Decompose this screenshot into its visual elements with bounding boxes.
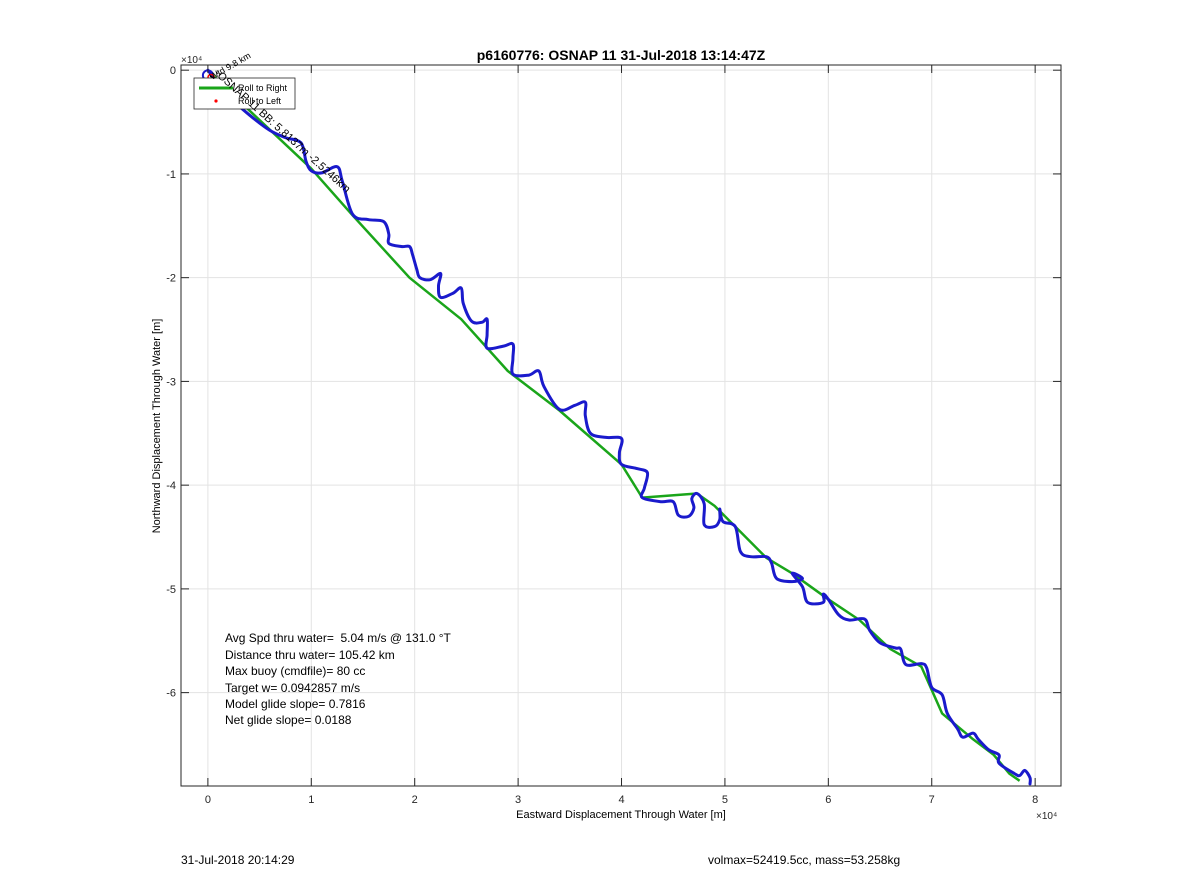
x-tick-label: 8	[1032, 794, 1038, 806]
legend-label-roll-left: Roll to Left	[238, 96, 282, 106]
y-tick-label: -6	[166, 688, 176, 700]
x-tick-label: 6	[825, 794, 831, 806]
x-exponent-label: ×10⁴	[1036, 811, 1057, 822]
stat-distance: Distance thru water= 105.42 km	[225, 648, 395, 662]
y-axis-label: Northward Displacement Through Water [m]	[151, 319, 163, 534]
legend-label-roll-right: Roll to Right	[238, 83, 288, 93]
x-tick-label: 7	[929, 794, 935, 806]
stat-net-glide: Net glide slope= 0.0188	[225, 713, 352, 727]
stat-model-glide: Model glide slope= 0.7816	[225, 697, 366, 711]
y-tick-label: -5	[166, 584, 176, 596]
x-tick-label: 4	[618, 794, 624, 806]
chart-title: p6160776: OSNAP 11 31-Jul-2018 13:14:47Z	[477, 47, 766, 63]
y-tick-label: -2	[166, 273, 176, 285]
series-line-segments	[207, 69, 1021, 782]
x-axis-label: Eastward Displacement Through Water [m]	[516, 809, 726, 821]
x-tick-label: 3	[515, 794, 521, 806]
y-tick-label: 0	[170, 65, 176, 77]
y-exponent-label: ×10⁴	[181, 55, 202, 66]
legend-marker-roll-left	[214, 99, 218, 103]
footer-volmax-mass: volmax=52419.5cc, mass=53.258kg	[708, 853, 901, 867]
y-tick-label: -3	[166, 376, 176, 388]
plot-frame	[180, 64, 1062, 787]
x-tick-label: 0	[205, 794, 211, 806]
legend: Roll to Right Roll to Left	[193, 77, 296, 110]
series-layer	[206, 68, 1032, 786]
axis-ticks: 0 1 2 3 4 5 6 7 8 0 -1 -2 -3 -4 -5 -6	[166, 65, 1061, 806]
stats-block: Avg Spd thru water= 5.04 m/s @ 131.0 °T …	[225, 631, 452, 727]
series-line-track	[206, 68, 1032, 786]
y-tick-label: -4	[166, 480, 176, 492]
x-tick-label: 2	[412, 794, 418, 806]
grid	[181, 65, 1061, 786]
legend-box	[193, 77, 296, 110]
stat-max-buoy: Max buoy (cmdfile)= 80 cc	[225, 664, 365, 678]
y-tick-label: -1	[166, 169, 176, 181]
x-tick-label: 1	[308, 794, 314, 806]
footer-timestamp: 31-Jul-2018 20:14:29	[181, 853, 295, 867]
stat-avg-speed: Avg Spd thru water= 5.04 m/s @ 131.0 °T	[225, 631, 452, 645]
x-tick-label: 5	[722, 794, 728, 806]
stat-target-w: Target w= 0.0942857 m/s	[225, 681, 360, 695]
